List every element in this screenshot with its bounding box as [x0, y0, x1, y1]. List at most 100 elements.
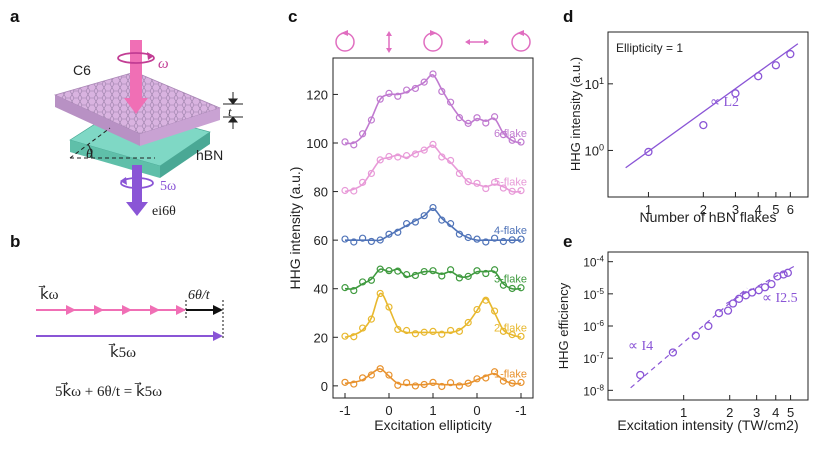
panel-label-c: c: [288, 7, 298, 26]
data-point: [420, 78, 428, 86]
polarization-circle-ccw-icon: [511, 32, 531, 52]
data-point: [359, 234, 367, 242]
data-point: [491, 368, 499, 376]
x-tick-label: 2: [700, 202, 707, 217]
data-point: [438, 153, 446, 161]
fit-line-low: [630, 287, 748, 389]
data-point: [385, 267, 393, 275]
data-point: [455, 230, 463, 238]
x-axis-label: Excitation ellipticity: [374, 417, 492, 433]
y-tick-label: 100: [306, 136, 328, 151]
data-point: [668, 348, 678, 357]
data-point: [394, 325, 402, 334]
panel-a-schematic: C6 ω t θ hBN 5ω ei6θ: [53, 40, 243, 219]
plot-frame: [607, 31, 809, 198]
data-point: [429, 267, 437, 275]
data-point: [517, 284, 525, 292]
data-point: [447, 98, 455, 106]
data-point: [499, 131, 507, 139]
data-point: [447, 326, 455, 335]
data-point: [508, 331, 516, 339]
x-tick-label: 3: [753, 405, 760, 420]
data-point: [350, 286, 358, 295]
output-arrow: [120, 165, 154, 216]
data-point: [420, 380, 428, 389]
polarization-circle-cw-icon: [423, 32, 443, 52]
label-hbn: hBN: [196, 147, 223, 163]
data-point: [786, 49, 795, 59]
data-point: [367, 116, 375, 124]
y-tick-label: 10-7: [583, 350, 604, 366]
data-point: [473, 305, 481, 314]
data-point: [723, 306, 733, 315]
polarization-icons: [335, 30, 531, 53]
thickness-indicator: [223, 92, 243, 129]
data-point: [411, 330, 419, 338]
polarization-arrowhead-icon: [341, 30, 348, 36]
label-k-omega: k⃗ω: [38, 284, 59, 303]
data-point: [455, 114, 463, 122]
x-tick-label: 6: [787, 202, 794, 217]
label-omega: ω: [158, 56, 169, 72]
label-phase: ei6θ: [152, 204, 176, 219]
data-point: [411, 218, 419, 226]
data-point: [403, 271, 411, 279]
y-tick-label: 40: [314, 282, 328, 297]
data-point: [341, 186, 349, 195]
data-point: [341, 332, 349, 340]
data-point: [394, 92, 402, 100]
arrowhead-icon: [386, 31, 392, 36]
data-point: [359, 324, 367, 332]
data-point: [341, 138, 349, 146]
x-tick-label: -1: [515, 403, 527, 418]
data-point: [394, 381, 402, 389]
data-point: [385, 303, 393, 311]
label-6theta-t: 6θ/t: [188, 288, 211, 303]
data-point: [760, 283, 770, 292]
x-axis-label: Number of hBN flakes: [640, 209, 777, 225]
arrowhead-icon: [386, 48, 392, 53]
annotation: Ellipticity = 1: [616, 41, 683, 55]
data-point: [464, 272, 472, 280]
series-label-4-flake: 4-flake: [494, 225, 527, 237]
data-point: [482, 184, 490, 193]
data-point: [464, 379, 472, 387]
data-point: [403, 379, 411, 387]
data-point: [455, 382, 463, 390]
data-point: [482, 269, 490, 278]
data-point: [420, 146, 428, 154]
data-point: [734, 294, 744, 303]
x-tick-label: 5: [787, 405, 794, 420]
y-tick-label: 10-8: [583, 382, 604, 398]
phase-vector-head: [213, 305, 223, 315]
series-label-5-flake: 5-flake: [494, 177, 527, 189]
x-tick-label: 3: [732, 202, 739, 217]
data-point: [403, 220, 411, 228]
data-point: [499, 237, 507, 246]
data-point: [455, 274, 463, 282]
data-point: [464, 178, 472, 186]
data-point: [376, 289, 384, 298]
x-tick-label: -1: [339, 403, 351, 418]
data-point: [517, 332, 525, 340]
twist-angle-lines: [69, 127, 155, 159]
polarization-arrowhead-icon: [430, 30, 437, 36]
data-point: [714, 309, 724, 318]
data-point: [447, 379, 455, 387]
data-point: [473, 375, 481, 383]
data-point: [359, 278, 367, 286]
polarization-circle-ccw-icon: [335, 32, 355, 52]
data-point: [691, 331, 700, 340]
x-tick-label: 0: [473, 403, 480, 418]
label-k-5omega: k⃗5ω: [108, 342, 136, 361]
data-point: [499, 184, 507, 192]
data-point: [420, 328, 428, 336]
series-label-2-flake: 2-flake: [494, 322, 527, 334]
data-point: [455, 169, 463, 178]
fit-label-low: ∝ I4: [628, 339, 653, 354]
panel-label-d: d: [563, 7, 574, 26]
label-c6: C6: [73, 62, 91, 78]
y-tick-label: 0: [321, 379, 328, 394]
y-axis-label: HHG intensity (a.u.): [568, 57, 583, 171]
data-point: [359, 130, 367, 138]
